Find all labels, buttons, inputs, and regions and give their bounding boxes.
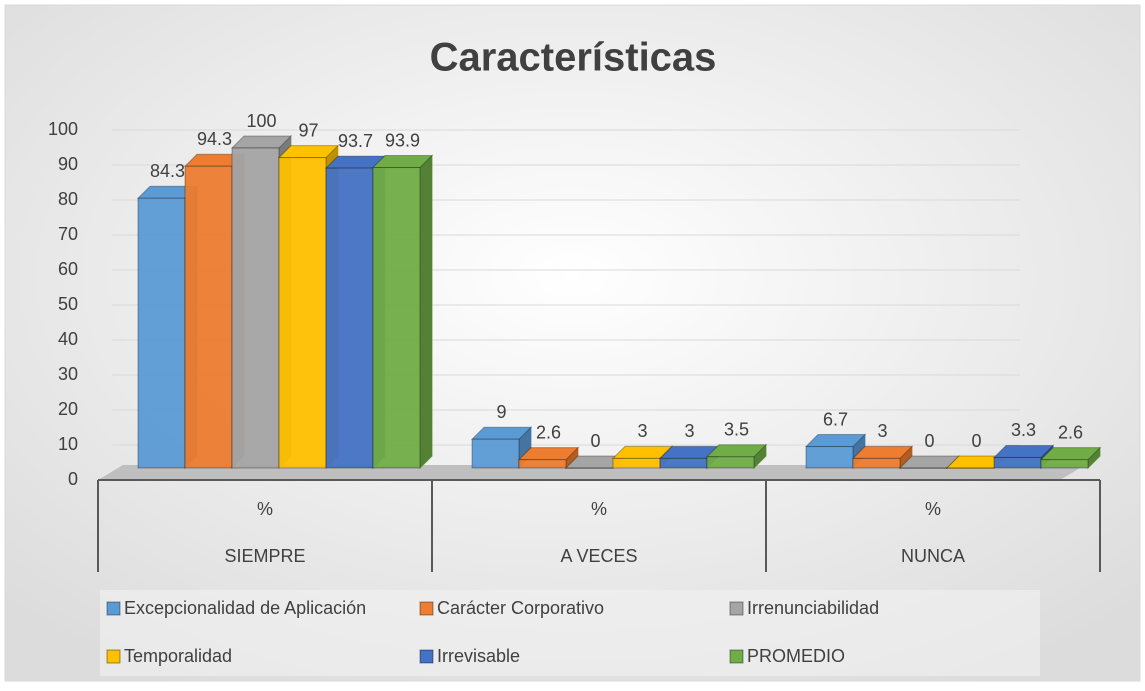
legend-label: Temporalidad — [124, 646, 232, 666]
bar-front — [278, 157, 327, 469]
y-tick-label: 100 — [48, 119, 78, 139]
bar — [705, 443, 768, 470]
legend-swatch — [106, 649, 121, 664]
floor — [98, 465, 1085, 480]
bar-front — [899, 467, 948, 469]
bar-side-shade — [566, 447, 578, 468]
bar-front — [231, 147, 280, 469]
bar-front — [1040, 459, 1089, 469]
y-tick-label: 10 — [58, 434, 78, 454]
legend-swatch — [419, 649, 434, 664]
bar-side-shade — [754, 444, 766, 468]
data-label: 2.6 — [1058, 422, 1083, 442]
y-tick-label: 60 — [58, 259, 78, 279]
bar-front — [565, 467, 614, 469]
legend-swatch — [419, 601, 434, 616]
y-tick-label: 40 — [58, 329, 78, 349]
bar-front — [612, 457, 661, 469]
data-label: 3 — [877, 421, 887, 441]
legend-swatch — [729, 649, 744, 664]
x-tick-label: NUNCA — [901, 546, 965, 566]
bar-front — [659, 457, 708, 469]
bar-front — [805, 446, 854, 469]
data-label: 97 — [298, 120, 318, 140]
legend-label: Carácter Corporativo — [437, 598, 604, 618]
legend-background — [100, 590, 1040, 676]
bar — [517, 446, 580, 470]
x-subcategory-label: % — [257, 499, 273, 519]
data-label: 0 — [924, 431, 934, 451]
data-label: 93.9 — [385, 130, 420, 150]
x-tick-label: A VECES — [560, 546, 637, 566]
chart-title: Características — [430, 36, 717, 80]
x-subcategory-label: % — [925, 499, 941, 519]
y-tick-label: 80 — [58, 189, 78, 209]
bar — [371, 154, 434, 470]
bar-front — [946, 467, 995, 469]
bar — [1039, 446, 1102, 470]
data-label: 84.3 — [150, 161, 185, 181]
bar-front — [471, 438, 520, 469]
bar-front — [137, 197, 186, 469]
bar — [564, 455, 627, 469]
y-tick-label: 0 — [68, 469, 78, 489]
legend-swatch — [106, 601, 121, 616]
legend-swatch — [729, 601, 744, 616]
y-tick-label: 90 — [58, 154, 78, 174]
data-label: 3 — [637, 421, 647, 441]
data-label: 0 — [590, 431, 600, 451]
bar-front — [372, 167, 421, 469]
data-label: 3.3 — [1011, 420, 1036, 440]
bar — [851, 445, 914, 470]
y-tick-label: 50 — [58, 294, 78, 314]
data-label: 2.6 — [536, 422, 561, 442]
data-label: 0 — [971, 431, 981, 451]
bar-side-shade — [420, 155, 432, 468]
legend-label: Excepcionalidad de Aplicación — [124, 598, 366, 618]
data-label: 94.3 — [197, 129, 232, 149]
y-tick-label: 30 — [58, 364, 78, 384]
bar-front — [184, 165, 233, 469]
bar-front — [852, 457, 901, 469]
x-tick-label: SIEMPRE — [224, 546, 305, 566]
legend-label: PROMEDIO — [747, 646, 845, 666]
data-label: 93.7 — [338, 131, 373, 151]
bar-side-shade — [900, 446, 912, 468]
y-tick-label: 20 — [58, 399, 78, 419]
data-label: 6.7 — [823, 409, 848, 429]
bar-front — [325, 167, 374, 469]
x-subcategory-label: % — [591, 499, 607, 519]
data-label: 9 — [496, 402, 506, 422]
legend-label: Irrevisable — [437, 646, 520, 666]
bar-front — [993, 456, 1042, 469]
bar-front — [518, 459, 567, 469]
data-label: 100 — [246, 111, 276, 131]
y-tick-label: 70 — [58, 224, 78, 244]
data-label: 3.5 — [724, 420, 749, 440]
bar-side-shade — [1088, 447, 1100, 468]
legend-label: Irrenunciabilidad — [747, 598, 879, 618]
bar — [804, 433, 867, 470]
bar-front — [706, 456, 755, 469]
data-label: 3 — [684, 421, 694, 441]
